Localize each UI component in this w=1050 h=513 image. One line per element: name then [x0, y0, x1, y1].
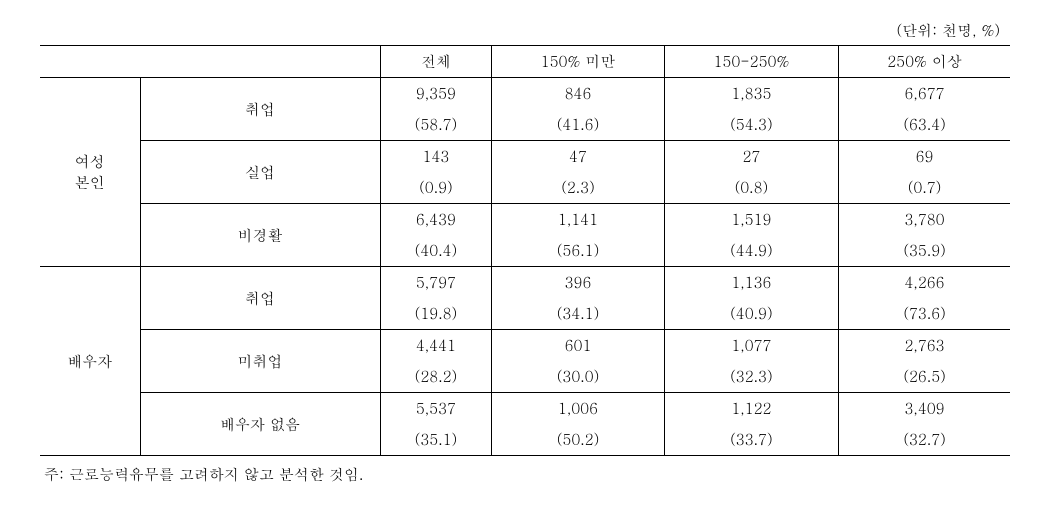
- data-value: 1,136: [664, 267, 839, 299]
- data-percent: (35.1): [380, 424, 492, 456]
- row-label: 실업: [140, 141, 380, 204]
- data-percent: (0.8): [664, 172, 839, 204]
- data-value: 396: [492, 267, 664, 299]
- group-label: 여성본인: [40, 78, 140, 267]
- data-value: 6,439: [380, 204, 492, 236]
- group-label: 배우자: [40, 267, 140, 456]
- data-percent: (28.2): [380, 361, 492, 393]
- data-value: 1,519: [664, 204, 839, 236]
- data-value: 5,537: [380, 393, 492, 425]
- row-label: 배우자 없음: [140, 393, 380, 456]
- data-value: 3,409: [839, 393, 1010, 425]
- data-value: 1,122: [664, 393, 839, 425]
- data-percent: (0.9): [380, 172, 492, 204]
- data-percent: (32.7): [839, 424, 1010, 456]
- col-header-2: 150-250%: [664, 46, 839, 78]
- data-value: 1,835: [664, 78, 839, 110]
- data-value: 6,677: [839, 78, 1010, 110]
- data-percent: (26.5): [839, 361, 1010, 393]
- data-value: 4,266: [839, 267, 1010, 299]
- data-percent: (34.1): [492, 298, 664, 330]
- data-percent: (44.9): [664, 235, 839, 267]
- col-header-3: 250% 이상: [839, 46, 1010, 78]
- data-value: 601: [492, 330, 664, 362]
- data-value: 9,359: [380, 78, 492, 110]
- data-percent: (33.7): [664, 424, 839, 456]
- data-value: 4,441: [380, 330, 492, 362]
- data-value: 143: [380, 141, 492, 173]
- data-percent: (2.3): [492, 172, 664, 204]
- data-percent: (58.7): [380, 109, 492, 141]
- data-percent: (40.9): [664, 298, 839, 330]
- footnote: 주: 근로능력유무를 고려하지 않고 분석한 것임.: [40, 464, 1010, 485]
- data-percent: (54.3): [664, 109, 839, 141]
- data-value: 5,797: [380, 267, 492, 299]
- data-percent: (41.6): [492, 109, 664, 141]
- row-label: 미취업: [140, 330, 380, 393]
- header-empty: [40, 46, 380, 78]
- data-percent: (32.3): [664, 361, 839, 393]
- data-value: 2,763: [839, 330, 1010, 362]
- data-percent: (35.9): [839, 235, 1010, 267]
- header-row: 전체 150% 미만 150-250% 250% 이상: [40, 46, 1010, 78]
- data-value: 27: [664, 141, 839, 173]
- data-percent: (56.1): [492, 235, 664, 267]
- unit-label: (단위: 천명, %): [40, 20, 1010, 41]
- row-label: 취업: [140, 267, 380, 330]
- data-percent: (63.4): [839, 109, 1010, 141]
- data-percent: (50.2): [492, 424, 664, 456]
- data-value: 1,141: [492, 204, 664, 236]
- data-value: 1,006: [492, 393, 664, 425]
- data-table: 전체 150% 미만 150-250% 250% 이상 여성본인취업9,3598…: [40, 45, 1010, 456]
- row-label: 취업: [140, 78, 380, 141]
- data-value: 69: [839, 141, 1010, 173]
- data-value: 47: [492, 141, 664, 173]
- data-value: 846: [492, 78, 664, 110]
- data-percent: (19.8): [380, 298, 492, 330]
- data-percent: (73.6): [839, 298, 1010, 330]
- col-header-1: 150% 미만: [492, 46, 664, 78]
- data-percent: (30.0): [492, 361, 664, 393]
- data-percent: (0.7): [839, 172, 1010, 204]
- data-value: 1,077: [664, 330, 839, 362]
- col-header-0: 전체: [380, 46, 492, 78]
- data-percent: (40.4): [380, 235, 492, 267]
- row-label: 비경활: [140, 204, 380, 267]
- data-value: 3,780: [839, 204, 1010, 236]
